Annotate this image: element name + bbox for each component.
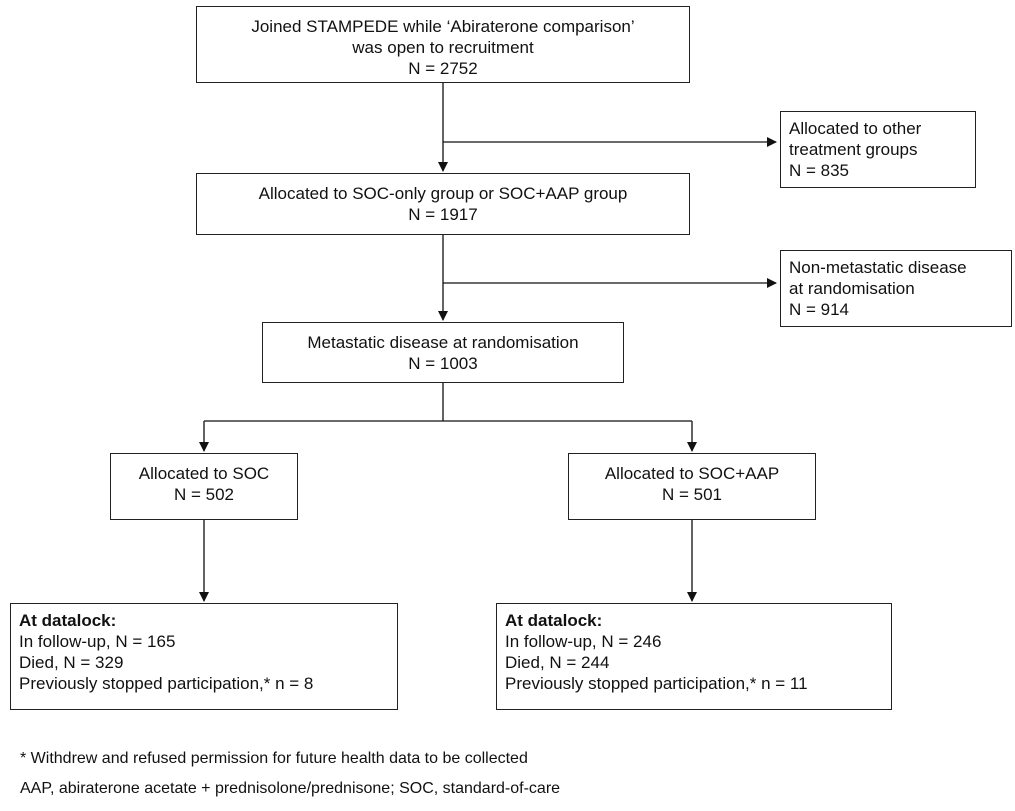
datalock-heading: At datalock: [19,611,117,630]
box-joined-stampede: Joined STAMPEDE while ‘Abiraterone compa… [196,6,690,83]
box-datalock-soc-aap: At datalock: In follow-up, N = 246 Died,… [496,603,892,710]
box-line: Metastatic disease at randomisation [307,333,579,352]
box-line: Allocated to SOC [138,464,270,483]
box-line: N = 2752 [408,59,478,78]
box-line: Non-metastatic disease [789,258,967,277]
box-line: In follow-up, N = 246 [505,632,662,651]
box-line: Allocated to other [789,119,922,138]
box-line: In follow-up, N = 165 [19,632,176,651]
box-line: Died, N = 244 [505,653,610,672]
box-line: N = 502 [173,485,234,504]
footnote-asterisk: * Withdrew and refused permission for fu… [20,750,528,767]
datalock-heading: At datalock: [505,611,603,630]
box-line: Died, N = 329 [19,653,124,672]
box-line: Previously stopped participation,* n = 1… [505,674,808,693]
box-allocated-soc-aap: Allocated to SOC+AAP N = 501 [568,453,816,520]
box-line: Allocated to SOC+AAP [604,464,780,483]
box-line: N = 914 [789,300,850,319]
box-line: treatment groups [789,140,918,159]
box-other-treatment-groups: Allocated to other treatment groups N = … [780,111,976,188]
box-line: at randomisation [789,279,915,298]
box-line: Joined STAMPEDE while ‘Abiraterone compa… [251,17,635,36]
box-line: N = 1003 [408,354,478,373]
box-line: N = 1917 [408,205,478,224]
box-line: Allocated to SOC-only group or SOC+AAP g… [258,184,628,203]
box-datalock-soc: At datalock: In follow-up, N = 165 Died,… [10,603,398,710]
box-metastatic: Metastatic disease at randomisation N = … [262,322,624,383]
box-line: N = 501 [661,485,722,504]
box-line: Previously stopped participation,* n = 8 [19,674,314,693]
box-allocated-soc: Allocated to SOC N = 502 [110,453,298,520]
box-allocated-soc-or-aap: Allocated to SOC-only group or SOC+AAP g… [196,173,690,235]
box-non-metastatic: Non-metastatic disease at randomisation … [780,250,1012,327]
footnote-abbreviations: AAP, abiraterone acetate + prednisolone/… [20,780,561,797]
box-line: was open to recruitment [352,38,534,57]
box-line: N = 835 [789,161,850,180]
